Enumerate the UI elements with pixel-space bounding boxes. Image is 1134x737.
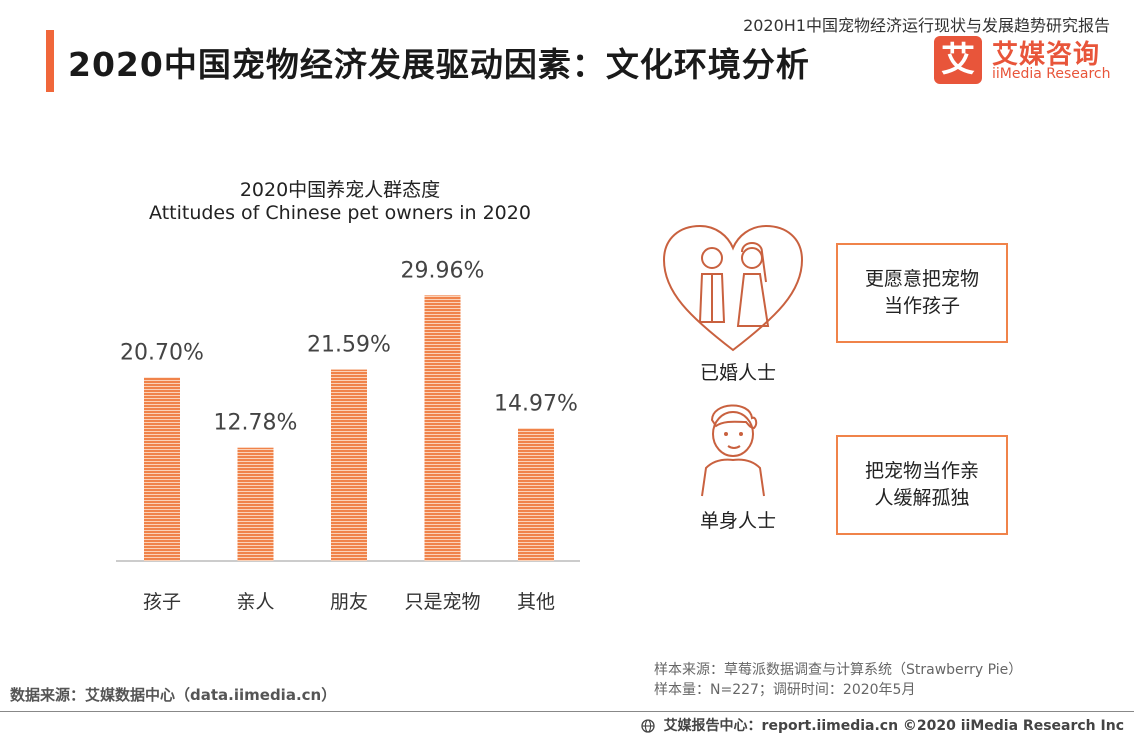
footer[interactable]: 艾媒报告中心：report.iimedia.cn ©2020 iiMedia R… xyxy=(641,715,1124,735)
heart-couple-icon xyxy=(662,224,804,352)
footer-divider xyxy=(0,711,1134,712)
brand-logo[interactable]: 艾 艾媒咨询 iiMedia Research xyxy=(934,36,1124,88)
bar-4 xyxy=(424,295,461,561)
bar-1 xyxy=(144,377,180,561)
data-source: 数据来源：艾媒数据中心（data.iimedia.cn） xyxy=(10,686,337,704)
title-accent-bar xyxy=(46,30,54,92)
single-label: 单身人士 xyxy=(700,510,777,532)
footer-text: 艾媒报告中心：report.iimedia.cn ©2020 iiMedia R… xyxy=(663,718,1124,734)
category-label-3: 朋友 xyxy=(330,591,368,613)
logo-mark: 艾 xyxy=(934,36,982,84)
category-label-4: 只是宠物 xyxy=(404,591,480,613)
married-attitude-box: 更愿意把宠物当作孩子 xyxy=(836,243,1008,343)
single-person-icon xyxy=(701,404,765,497)
married-label: 已婚人士 xyxy=(700,362,777,384)
data-label-5: 14.97% xyxy=(494,391,578,416)
data-label-3: 21.59% xyxy=(307,333,391,358)
category-label-1: 孩子 xyxy=(143,591,181,613)
logo-en-text: iiMedia Research xyxy=(992,66,1111,82)
single-attitude-box: 把宠物当作亲人缓解孤独 xyxy=(836,435,1008,535)
category-label-2: 亲人 xyxy=(236,591,274,613)
report-name: 2020H1中国宠物经济运行现状与发展趋势研究报告 xyxy=(743,16,1110,35)
bar-3 xyxy=(331,369,367,561)
data-label-2: 12.78% xyxy=(214,411,298,436)
bar-5 xyxy=(518,428,554,561)
bar-2 xyxy=(237,447,274,561)
sample-source: 样本来源：草莓派数据调查与计算系统（Strawberry Pie） xyxy=(654,662,1023,678)
logo-cn-text: 艾媒咨询 xyxy=(992,40,1101,70)
globe-icon xyxy=(641,719,655,733)
sample-info: 样本来源：草莓派数据调查与计算系统（Strawberry Pie） 样本量：N=… xyxy=(654,660,1022,700)
chart-title: 2020中国养宠人群态度 xyxy=(239,179,441,201)
page-title: 2020中国宠物经济发展驱动因素：文化环境分析 xyxy=(68,45,810,84)
data-label-1: 20.70% xyxy=(120,340,204,365)
category-label-5: 其他 xyxy=(517,591,555,613)
chart-subtitle: Attitudes of Chinese pet owners in 2020 xyxy=(149,202,531,224)
data-label-4: 29.96% xyxy=(401,258,485,283)
sample-size: 样本量：N=227；调研时间：2020年5月 xyxy=(654,682,916,698)
